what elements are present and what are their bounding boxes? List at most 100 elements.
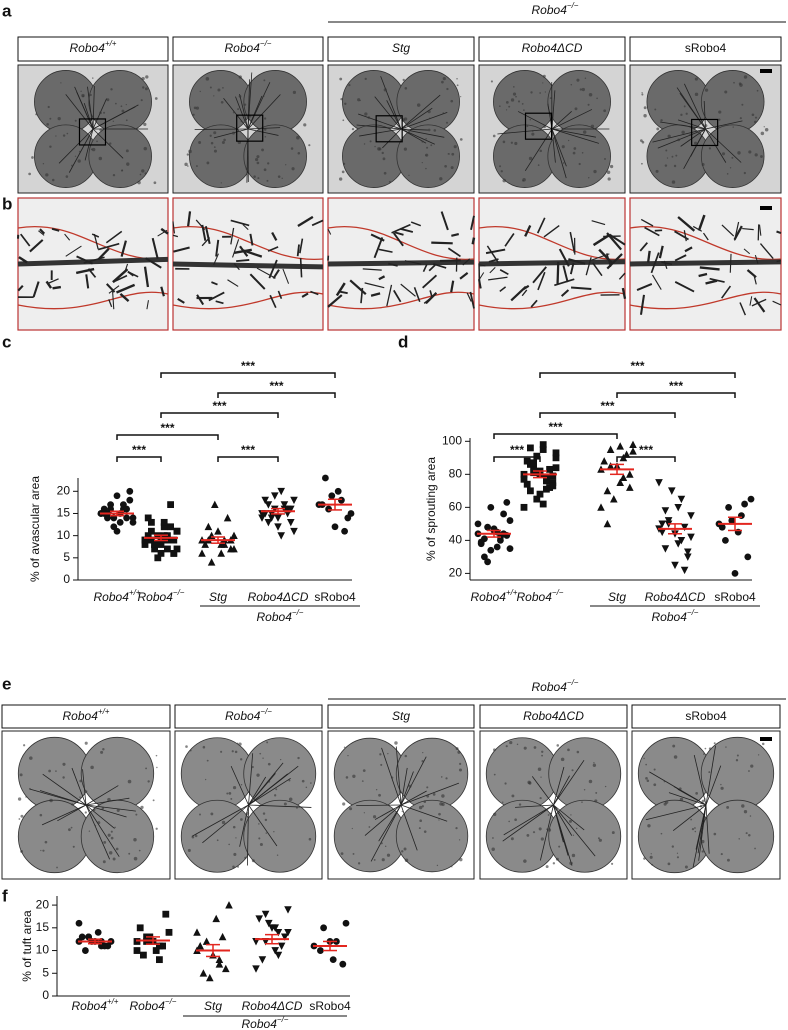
speckle [99,111,102,115]
speckle [221,141,225,145]
group-label: Robo4−/− [532,678,579,694]
panel-label: e [2,674,11,693]
speckle [510,98,515,102]
data-point [274,523,282,531]
sprout [466,292,472,302]
data-point [267,514,276,522]
sprout [450,280,455,293]
sprout [249,233,254,246]
vessel [202,804,249,844]
data-point [170,549,178,557]
vessel [374,96,402,130]
vessel [247,82,271,130]
speckle [291,167,295,171]
sprout [249,273,266,290]
vessel [248,773,276,806]
speckle [701,799,705,803]
speckle [720,786,724,790]
speckle [352,774,356,778]
speckle [604,785,607,788]
speckle [145,75,149,79]
speckle [256,161,260,165]
retina-lobe [700,70,765,134]
sprout [299,258,303,278]
vessel [400,804,448,822]
data-point [201,540,209,548]
data-point [687,512,695,520]
vessel [690,128,706,157]
sprout [462,258,471,266]
sprout [335,282,346,297]
label-superscript: −/− [260,39,272,48]
sprout [268,259,278,279]
speckle [539,149,543,153]
speckle [60,82,62,84]
speckle [234,750,238,754]
x-tick-label: Robo4−/− [138,588,185,604]
speckle [526,833,530,837]
speckle [611,862,614,865]
speckle [210,812,214,816]
retina-lobe [485,799,559,873]
speckle [603,109,607,113]
speckle [115,102,117,105]
speckle [262,812,266,815]
speckle [517,100,521,103]
sprout [743,248,751,255]
speckle [140,805,144,810]
speckle [426,794,430,798]
sprout [556,261,560,284]
speckle [106,98,110,102]
speckle [71,803,74,806]
speckle [363,143,366,145]
sprout [651,274,662,290]
speckle [511,794,515,798]
speckle [256,155,260,159]
speckle [704,124,708,128]
sprout [400,283,416,297]
label-superscript: +/+ [506,588,518,597]
speckle [493,773,496,776]
speckle [521,102,524,105]
subgroup-label: Robo4−/− [257,608,304,624]
x-tick-label: Robo4−/− [130,997,177,1013]
data-point [167,523,174,531]
data-point [255,915,263,923]
speckle [340,98,343,101]
speckle [386,853,391,857]
speckle [703,753,705,755]
data-point [619,473,628,482]
speckle [103,111,106,114]
data-point [206,973,214,982]
x-tick-label: sRobo4 [314,590,356,604]
speckle [341,170,345,174]
data-point [527,444,534,452]
speckle [57,116,61,121]
data-point [217,540,225,548]
vessel [248,804,278,847]
speckle [455,827,458,830]
scale-bar [760,206,772,210]
panel-label: d [398,332,408,351]
label-text: Robo4 [652,610,688,624]
speckle [77,159,81,163]
speckle [493,812,497,817]
data-point [533,495,541,503]
column-header-box [629,36,782,62]
speckle [571,769,574,772]
vessel [551,90,556,130]
speckle [206,759,209,762]
data-point [261,910,270,919]
sprout [160,227,169,235]
sprout [591,220,606,226]
significance-label: *** [160,421,174,435]
vessel [400,94,441,130]
speckle [210,141,214,145]
speckle [88,830,91,832]
speckle [531,132,535,136]
speckle [423,800,427,803]
inset-box [524,112,553,140]
sprout [45,280,53,289]
speckle [276,854,279,856]
speckle [125,103,127,106]
